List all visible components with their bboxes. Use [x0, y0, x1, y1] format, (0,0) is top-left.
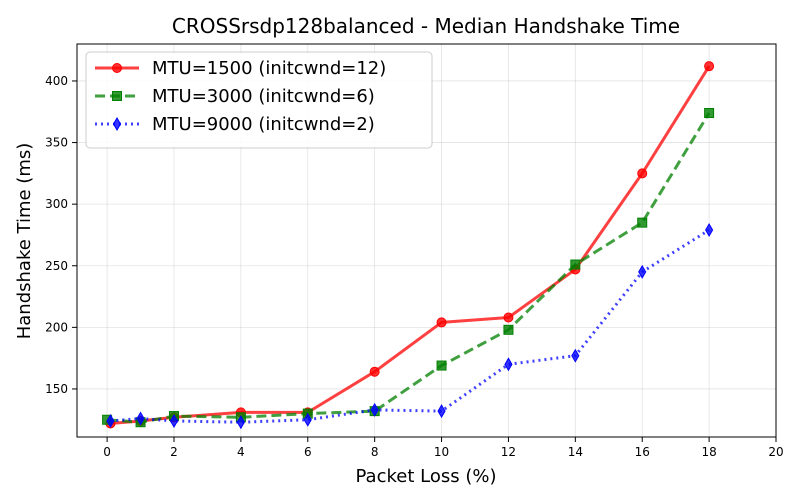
x-tick-label: 18	[701, 445, 716, 459]
series-2-point	[570, 259, 581, 270]
x-tick-label: 6	[304, 445, 312, 459]
y-tick-label: 150	[45, 382, 68, 396]
legend-marker-swatch	[112, 91, 122, 101]
series-2-point	[503, 324, 514, 335]
legend-item: MTU=9000 (initcwnd=2)	[95, 114, 375, 135]
x-tick-label: 16	[635, 445, 650, 459]
y-tick-label: 200	[45, 320, 68, 334]
x-axis-label: Packet Loss (%)	[356, 466, 497, 487]
legend-label: MTU=9000 (initcwnd=2)	[152, 114, 375, 135]
series-3-point	[437, 404, 446, 419]
y-tick-label: 350	[45, 136, 68, 150]
axis-layer: 0 2 4 6 8 10 12 14 16 18 20 150 200 250 300 350 400	[45, 74, 784, 459]
series-3-point	[370, 402, 379, 417]
legend-item: MTU=3000 (initcwnd=6)	[95, 86, 375, 107]
series-3-point	[169, 413, 179, 428]
series-3-point	[705, 223, 714, 238]
x-tick-label: 0	[103, 445, 111, 459]
series-1-point	[369, 366, 380, 377]
series-layer	[102, 61, 715, 430]
series-3-point	[303, 412, 312, 427]
plot-frame	[76, 43, 777, 438]
y-tick-label: 400	[45, 74, 68, 88]
x-tick-label: 4	[237, 445, 245, 459]
series-2-point	[637, 217, 648, 228]
legend-item: MTU=1500 (initcwnd=12)	[95, 58, 386, 79]
series-3-point	[106, 413, 115, 428]
series-3-point	[571, 348, 580, 363]
x-tick-label: 8	[371, 445, 379, 459]
series-3-point	[504, 357, 513, 372]
y-tick-label: 300	[45, 197, 68, 211]
series-3-point	[236, 415, 245, 430]
x-tick-label: 10	[434, 445, 449, 459]
legend: MTU=1500 (initcwnd=12) MTU=3000 (initcwnd…	[85, 51, 433, 149]
legend-marker-swatch	[112, 63, 122, 73]
y-axis-label: Handshake Time (ms)	[14, 143, 35, 340]
y-tick-label: 250	[45, 259, 68, 273]
series-3-point	[136, 411, 145, 426]
series-1-point	[503, 312, 514, 323]
series-2-point	[436, 360, 447, 371]
chart-title: CROSSrsdp128balanced - Median Handshake …	[172, 14, 680, 38]
legend-label: MTU=3000 (initcwnd=6)	[152, 86, 375, 107]
legend-label: MTU=1500 (initcwnd=12)	[152, 58, 386, 79]
legend-marker-swatch	[112, 117, 122, 131]
x-tick-label: 14	[568, 445, 583, 459]
series-1-point	[436, 317, 447, 328]
series-1-point	[704, 61, 715, 72]
series-2-point	[704, 107, 715, 118]
x-tick-label: 2	[170, 445, 178, 459]
series-3-point	[638, 264, 647, 279]
series-1-point	[637, 168, 648, 179]
legend-frame	[85, 51, 433, 149]
x-tick-label: 12	[501, 445, 516, 459]
series-2-line	[106, 112, 711, 424]
series-3	[106, 223, 714, 430]
x-tick-label: 20	[768, 445, 783, 459]
